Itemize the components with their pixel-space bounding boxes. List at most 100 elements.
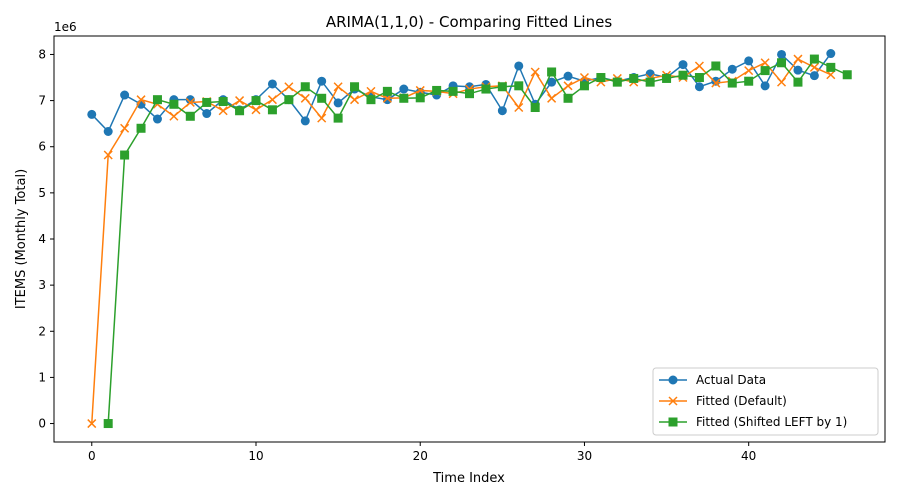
y-axis-label: ITEMS (Monthly Total) [14,169,29,309]
y-tick-label: 6 [38,140,46,154]
data-point [415,93,425,103]
data-point [317,113,327,123]
data-point [579,72,589,83]
data-point [497,82,507,92]
data-point [596,73,606,83]
data-point [202,109,212,119]
data-point [399,93,409,103]
y-axis-offset-label: 1e6 [54,20,77,34]
legend-box [652,367,879,436]
data-point [826,70,836,80]
y-tick-label: 2 [38,324,46,338]
data-point [136,95,146,105]
legend-marker [668,396,678,406]
data-point [547,93,557,103]
data-point [514,102,524,113]
data-point [267,79,277,89]
data-point [744,76,754,86]
data-point [87,419,97,429]
data-point [514,81,524,91]
x-tick-label: 0 [88,449,96,463]
data-point [267,95,277,105]
data-point [694,82,704,92]
data-point [727,64,737,74]
data-point [579,81,589,91]
plot-area [87,49,852,429]
data-point [317,76,327,86]
data-point [563,81,573,91]
data-point [120,150,130,160]
data-point [432,85,442,95]
data-point [415,85,425,95]
data-point [694,61,704,71]
data-point [382,86,392,96]
data-point [465,89,474,99]
data-point [235,106,245,116]
data-point [103,127,113,137]
data-point [777,49,787,59]
x-axis-label: Time Index [432,471,505,486]
data-point [366,86,376,96]
data-point [530,67,540,77]
data-point [826,62,836,72]
data-point [87,109,97,119]
data-point [809,62,819,72]
data-point [777,58,787,68]
data-point [563,93,573,103]
data-point [218,97,228,107]
axes: 0 10 20 30 40 0 1 2 3 4 5 6 7 8 [38,35,886,463]
chart-title: ARIMA(1,1,0) - Comparing Fitted Lines [326,13,612,31]
x-tick-label: 30 [577,449,592,463]
data-point [202,97,212,107]
data-point [333,98,343,108]
data-point [842,70,852,80]
data-point [645,77,655,87]
y-tick-label: 5 [38,186,46,200]
legend: Actual Data Fitted (Default) Fitted (Shift… [652,367,879,436]
data-point [809,71,819,81]
legend-marker [668,417,678,427]
data-point [284,95,294,105]
data-point [826,49,836,59]
data-point [185,111,195,121]
data-point [612,77,622,87]
data-point [120,123,130,133]
data-point [333,113,343,123]
series-2 [103,54,852,429]
data-point [777,77,787,87]
data-point [448,86,458,96]
data-point [350,95,360,105]
legend-label: Fitted (Default) [696,394,787,408]
data-point [793,65,803,75]
y-tick-label: 0 [38,417,46,431]
legend-label: Actual Data [696,373,766,387]
data-point [333,82,343,92]
legend-marker [668,375,678,385]
y-tick-label: 1 [38,370,46,384]
data-point [103,419,113,429]
data-point [300,82,310,92]
data-point [317,93,327,103]
data-point [120,90,130,100]
x-tick-label: 20 [413,449,428,463]
data-point [366,95,376,105]
data-point [235,96,245,106]
data-point [185,97,195,107]
data-point [136,123,146,133]
y-tick-label: 3 [38,278,46,292]
data-point [793,77,803,87]
y-tick-label: 4 [38,232,46,246]
x-tick-label: 40 [741,449,756,463]
data-point [694,73,704,83]
legend-label: Fitted (Shifted LEFT by 1) [696,415,847,429]
data-point [530,103,540,113]
data-point [300,116,310,126]
data-point [629,73,639,83]
data-point [662,73,672,83]
data-point [678,60,688,70]
data-point [103,150,113,160]
data-point [678,70,688,80]
series-line [91,58,832,424]
